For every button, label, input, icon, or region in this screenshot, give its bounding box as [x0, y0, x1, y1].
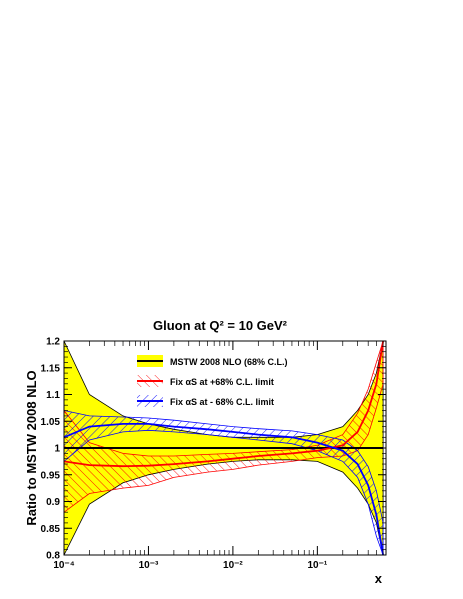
y-axis-label: Ratio to MSTW 2008 NLO	[24, 370, 39, 525]
x-axis-label: x	[375, 571, 383, 586]
chart-title: Gluon at Q² = 10 GeV²	[153, 318, 288, 333]
legend-label-mstw: MSTW 2008 NLO (68% C.L.)	[170, 357, 288, 367]
legend: MSTW 2008 NLO (68% C.L.) Fix αS at +68% …	[137, 355, 288, 407]
y-tick-label: 0.8	[46, 551, 60, 562]
legend-item-mstw: MSTW 2008 NLO (68% C.L.)	[137, 355, 288, 367]
y-tick-label: 1.15	[41, 363, 61, 374]
alpha-minus-band	[64, 410, 384, 555]
x-tick-label: 10⁻⁴	[53, 560, 74, 571]
y-tick-label: 0.95	[41, 470, 61, 481]
alpha-minus-central-line	[64, 423, 384, 555]
axes: 0.8 0.85 0.9 0.95 1 1.05 1.1 1.15 1.2 10⁻⁴ 10⁻³ 10⁻…	[41, 337, 386, 571]
y-tick-label: 1.1	[46, 390, 60, 401]
legend-label-alpha-minus: Fix αS at - 68% C.L. limit	[170, 397, 274, 407]
x-tick-label: 10⁻¹	[307, 560, 327, 571]
plot-area	[64, 341, 384, 555]
y-tick-label: 1.2	[46, 337, 60, 348]
alpha-plus-central-line	[64, 341, 384, 468]
y-tick-label: 1	[54, 444, 60, 455]
legend-item-alpha-minus: Fix αS at - 68% C.L. limit	[137, 395, 274, 407]
x-tick-label: 10⁻²	[223, 560, 243, 571]
legend-item-alpha-plus: Fix αS at +68% C.L. limit	[137, 375, 274, 387]
y-tick-label: 0.9	[46, 497, 60, 508]
y-tick-label: 1.05	[41, 417, 61, 428]
x-tick-label: 10⁻³	[139, 560, 159, 571]
y-tick-label: 0.85	[41, 524, 61, 535]
legend-label-alpha-plus: Fix αS at +68% C.L. limit	[170, 377, 274, 387]
